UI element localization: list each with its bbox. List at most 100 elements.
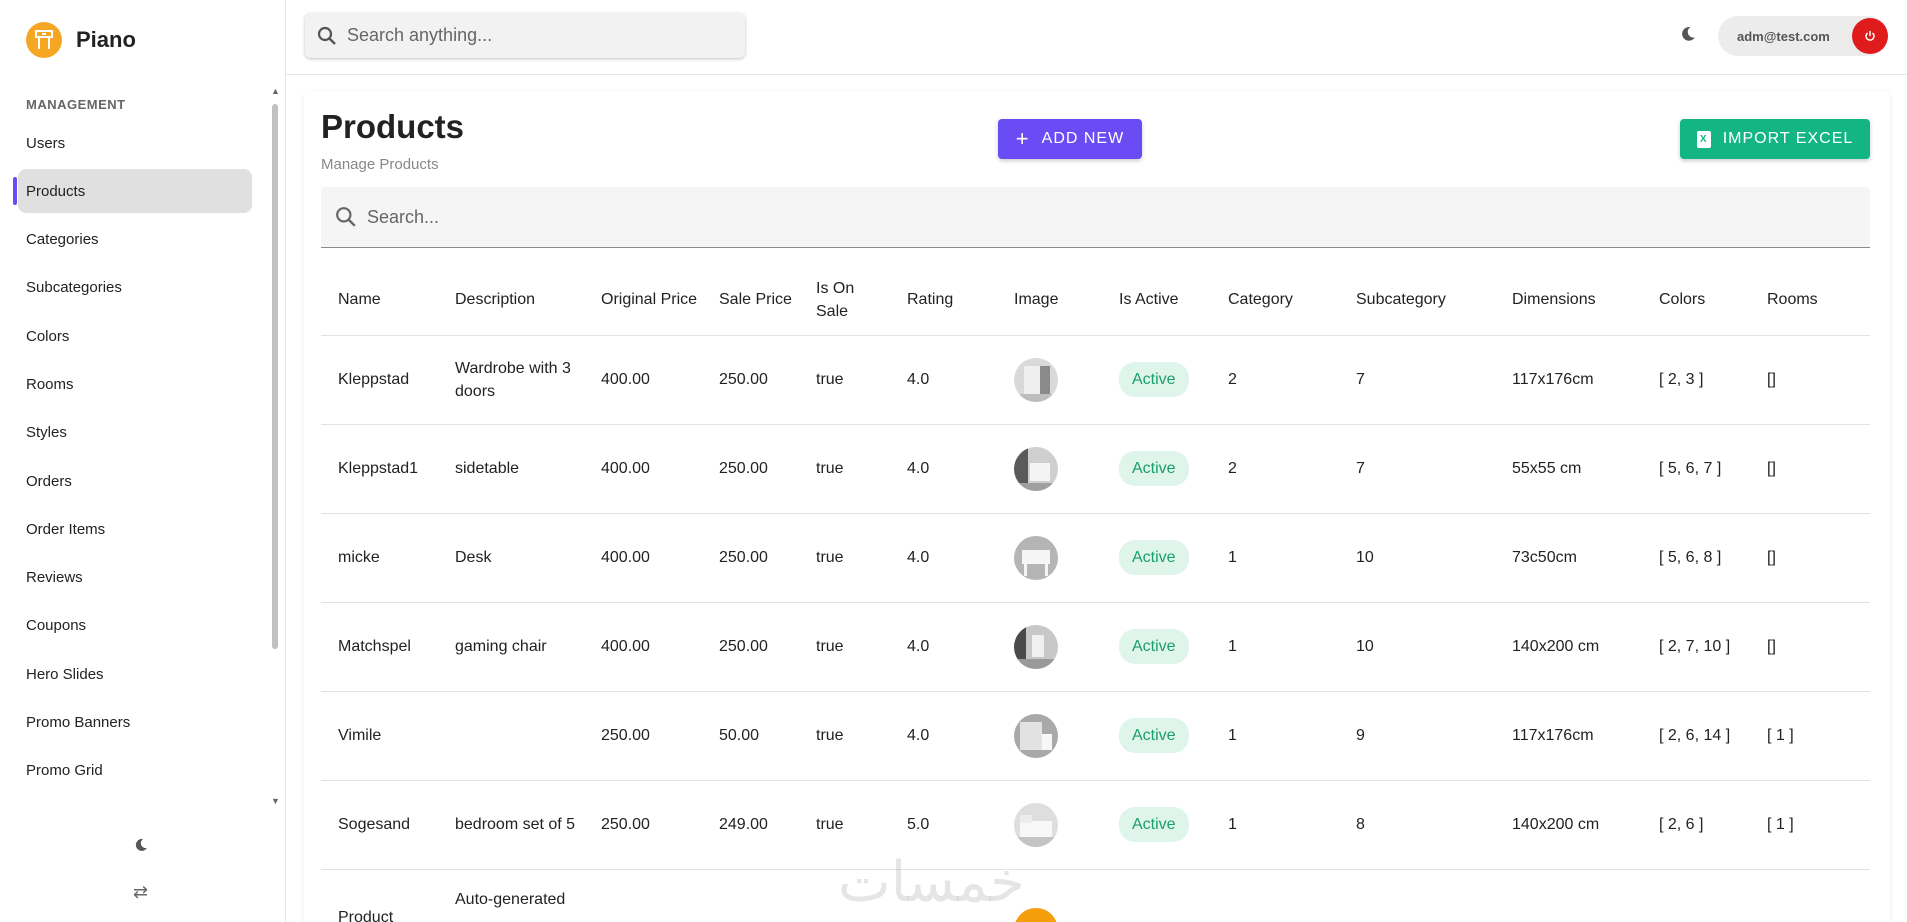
cell-category: 2: [1211, 424, 1339, 514]
table-row[interactable]: Matchspel gaming chair 400.00 250.00 tru…: [321, 602, 1870, 692]
column-header-name[interactable]: Name: [321, 265, 438, 336]
moon-icon[interactable]: [134, 838, 148, 857]
product-thumbnail[interactable]: [1014, 624, 1058, 669]
plus-icon: +: [1015, 126, 1030, 151]
import-excel-button[interactable]: X IMPORT EXCEL: [1680, 119, 1870, 159]
sidebar-item-label: Styles: [26, 424, 67, 442]
scroll-up-arrow-icon[interactable]: ▲: [271, 86, 280, 96]
column-header-original-price[interactable]: Original Price: [584, 265, 702, 336]
sidebar-item-label: Promo Grid: [26, 762, 103, 780]
sidebar-item-label: Reviews: [26, 569, 83, 587]
sidebar-item-label: Promo Banners: [26, 714, 131, 732]
sidebar-item-colors[interactable]: Colors: [18, 314, 252, 358]
table-search[interactable]: [321, 187, 1870, 248]
product-thumbnail[interactable]: [1014, 446, 1058, 491]
cell-name: Sogesand: [321, 780, 438, 870]
cell-sale-price: 250.00: [702, 513, 799, 603]
cell-sale-price: 50.00: [702, 691, 799, 781]
global-search-input[interactable]: [347, 25, 727, 46]
cell-image: [997, 691, 1102, 781]
scroll-down-arrow-icon[interactable]: ▼: [271, 796, 280, 806]
sidebar-item-products[interactable]: Products: [13, 169, 252, 214]
cell-colors: [ 2, 6 ]: [1642, 780, 1750, 870]
sidebar-item-users[interactable]: Users: [18, 121, 252, 165]
product-thumbnail[interactable]: [1014, 357, 1058, 402]
table-row[interactable]: Kleppstad Wardrobe with 3 doors 400.00 2…: [321, 335, 1870, 425]
sidebar-item-promo-banners[interactable]: Promo Banners: [18, 701, 252, 745]
table-row[interactable]: Kleppstad1 sidetable 400.00 250.00 true …: [321, 424, 1870, 514]
excel-file-icon: X: [1696, 130, 1711, 148]
sidebar-item-label: Subcategories: [26, 279, 122, 297]
sidebar-item-order-items[interactable]: Order Items: [18, 507, 252, 551]
cell-is-on-sale: true: [799, 780, 890, 870]
cell-name: Kleppstad: [321, 335, 438, 425]
cell-category: 2: [1211, 335, 1339, 425]
status-badge: Active: [1119, 807, 1189, 842]
product-thumbnail[interactable]: [1014, 713, 1058, 758]
add-new-button[interactable]: + ADD NEW: [998, 119, 1142, 159]
global-search[interactable]: [305, 13, 745, 58]
user-menu[interactable]: adm@test.com: [1718, 16, 1888, 56]
sidebar-item-hero-slides[interactable]: Hero Slides: [18, 652, 252, 696]
sidebar-item-rooms[interactable]: Rooms: [18, 362, 252, 406]
column-header-category[interactable]: Category: [1211, 265, 1339, 336]
column-header-dimensions[interactable]: Dimensions: [1495, 265, 1642, 336]
logout-power-icon[interactable]: [1852, 18, 1888, 54]
product-thumbnail[interactable]: [1014, 802, 1058, 847]
cell-dimensions: 73c50cm: [1495, 513, 1642, 603]
sidebar-scrollbar[interactable]: ▲ ▼: [270, 86, 280, 806]
cell-is-on-sale: true: [799, 513, 890, 603]
column-header-sale-price[interactable]: Sale Price: [702, 265, 799, 336]
scroll-thumb[interactable]: [272, 104, 278, 649]
column-header-description[interactable]: Description: [438, 265, 584, 336]
column-header-subcategory[interactable]: Subcategory: [1339, 265, 1495, 336]
product-thumbnail[interactable]: [1014, 535, 1058, 580]
table-row[interactable]: micke Desk 400.00 250.00 true 4.0 Active…: [321, 513, 1870, 603]
sidebar-item-coupons[interactable]: Coupons: [18, 604, 252, 648]
column-header-image[interactable]: Image: [997, 265, 1102, 336]
theme-toggle-moon-icon[interactable]: [1680, 26, 1696, 47]
brand[interactable]: Piano: [26, 22, 136, 58]
column-header-is-active[interactable]: Is Active: [1102, 265, 1211, 336]
status-badge: Active: [1119, 362, 1189, 397]
sidebar-item-styles[interactable]: Styles: [18, 411, 252, 455]
cell-colors: [ 2, 6, 14 ]: [1642, 691, 1750, 781]
cell-rooms: [ 1 ]: [1750, 691, 1870, 781]
cell-subcategory: 8: [1339, 780, 1495, 870]
topbar: adm@test.com: [286, 0, 1907, 75]
sidebar-item-label: Rooms: [26, 375, 74, 393]
cell-original-price: [584, 869, 702, 922]
cell-sale-price: 250.00: [702, 424, 799, 514]
column-header-colors[interactable]: Colors: [1642, 265, 1750, 336]
products-table: Name Description Original Price Sale Pri…: [321, 265, 1870, 922]
column-header-rating[interactable]: Rating: [890, 265, 997, 336]
sidebar-item-categories[interactable]: Categories: [18, 218, 252, 262]
table-row[interactable]: Vimile 250.00 50.00 true 4.0 Active 1 9 …: [321, 691, 1870, 781]
sidebar-item-subcategories[interactable]: Subcategories: [18, 266, 252, 310]
cell-original-price: 250.00: [584, 780, 702, 870]
cell-description: Desk: [438, 513, 584, 603]
column-header-is-on-sale[interactable]: Is On Sale: [799, 265, 890, 336]
sidebar-item-orders[interactable]: Orders: [18, 459, 252, 503]
table-search-input[interactable]: [367, 206, 1767, 228]
table-row[interactable]: Product Auto-generated: [321, 869, 1870, 922]
sidebar-item-reviews[interactable]: Reviews: [18, 556, 252, 600]
sidebar-item-promo-grid[interactable]: Promo Grid: [18, 749, 252, 793]
status-badge: Active: [1119, 451, 1189, 486]
cell-dimensions: 140x200 cm: [1495, 602, 1642, 692]
cell-original-price: 400.00: [584, 602, 702, 692]
user-email: adm@test.com: [1737, 28, 1830, 44]
cell-colors: [ 5, 6, 8 ]: [1642, 513, 1750, 603]
swap-icon[interactable]: ⇄: [133, 882, 149, 902]
piano-logo-icon: [26, 22, 62, 58]
table-row[interactable]: Sogesand bedroom set of 5 250.00 249.00 …: [321, 780, 1870, 870]
cell-rooms: []: [1750, 335, 1870, 425]
cell-dimensions: 117x176cm: [1495, 335, 1642, 425]
cell-is-on-sale: true: [799, 602, 890, 692]
cell-is-active: [1102, 869, 1211, 922]
cell-is-on-sale: true: [799, 691, 890, 781]
column-header-rooms[interactable]: Rooms: [1750, 265, 1870, 336]
cell-description: Wardrobe with 3 doors: [438, 335, 584, 425]
product-thumbnail[interactable]: [1014, 907, 1058, 922]
search-icon: [317, 26, 336, 45]
